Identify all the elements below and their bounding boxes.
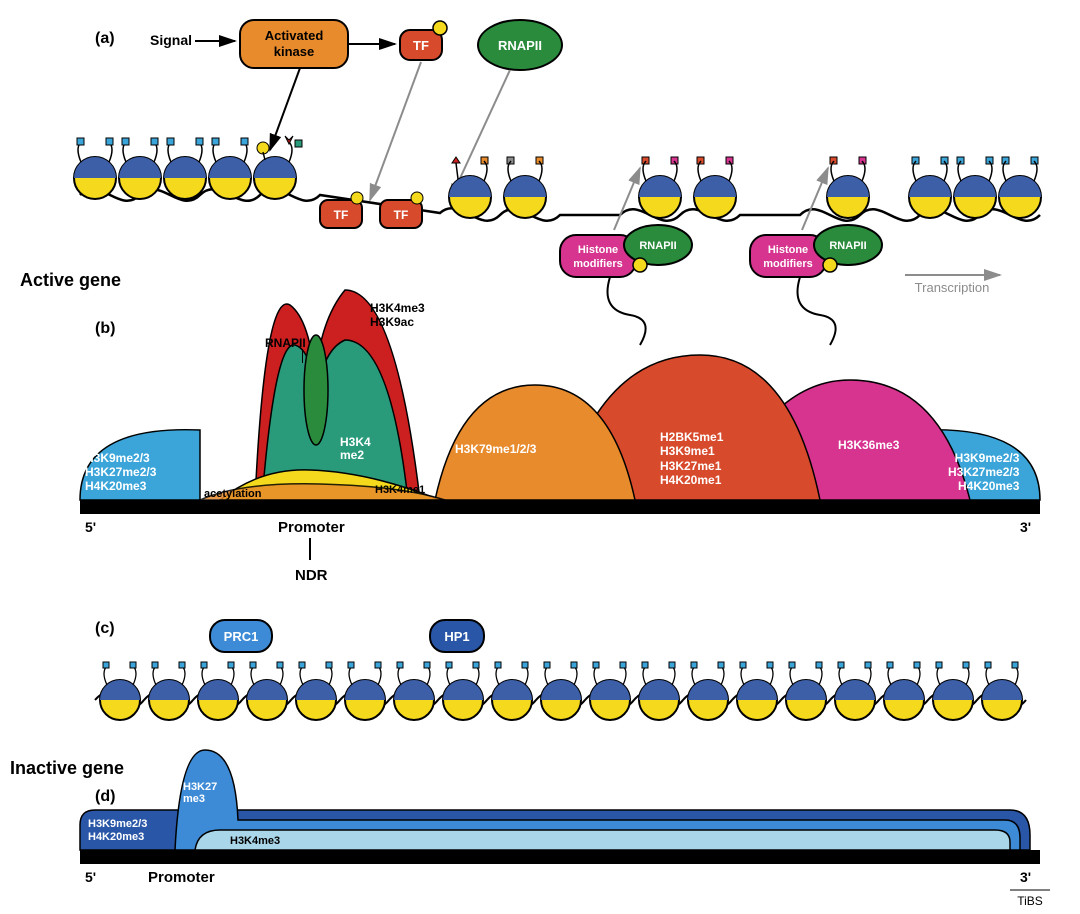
h3k79-label: H3K79me1/2/3 <box>455 442 536 456</box>
panel-c-svg: PRC1 HP1 <box>0 0 1080 914</box>
svg-text:HP1: HP1 <box>444 629 469 644</box>
right-het-label: H3K9me2/3H3K27me2/3H4K20me3 <box>948 452 1019 493</box>
d-h3k27-label: H3K27me3 <box>183 782 217 805</box>
h3k4me1-label: H3K4me1 <box>375 484 425 496</box>
h3k36-label: H3K36me3 <box>838 438 899 452</box>
d-outer-label: H3K9me2/3H4K20me3 <box>88 818 147 843</box>
mono-label: H2BK5me1H3K9me1H3K27me1H4K20me1 <box>660 430 723 488</box>
diagram-root: (a) (b) (c) (d) Active gene Inactive gen… <box>0 0 1080 914</box>
h3k4me3-label: H3K4me3H3K9ac <box>370 302 425 330</box>
h3k4me2-label: H3K4me2 <box>340 436 371 462</box>
rnapii-peak-label: RNAPII <box>265 336 306 350</box>
d-h3k4me3-label: H3K4me3 <box>230 835 280 847</box>
acetylation-label: acetylation <box>204 488 261 500</box>
svg-text:PRC1: PRC1 <box>224 629 259 644</box>
left-het-label: H3K9me2/3H3K27me2/3H4K20me3 <box>85 452 156 493</box>
